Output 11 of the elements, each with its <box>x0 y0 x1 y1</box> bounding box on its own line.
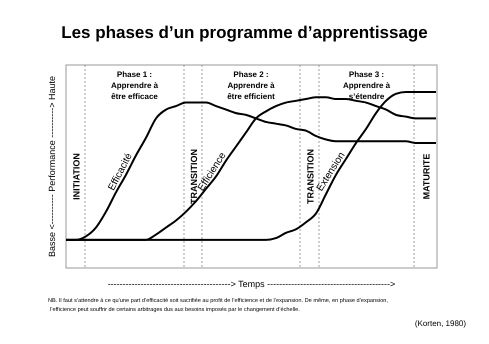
y-axis-title: Basse <---------- Performance ----------> Haute <box>47 76 57 258</box>
x-axis-title: -----------------------------------------> Temps -----------------------------------------> <box>108 279 396 289</box>
annotation: TRANSITION <box>306 149 316 204</box>
text: (Korten, 1980) <box>414 319 466 328</box>
annotation: TRANSITION <box>189 149 199 204</box>
annotation: Phase 2 : Apprendre à être efficient <box>227 70 276 101</box>
annotation: Phase 3 : Apprendre à s’étendre <box>342 70 391 101</box>
chart-title: Les phases d’un programme d’apprentissage <box>61 23 428 42</box>
annotation: MATURITE <box>422 154 432 200</box>
annotation: INITIATION <box>72 153 82 200</box>
annotation: Phase 1 : Apprendre à être efficace <box>110 70 159 101</box>
